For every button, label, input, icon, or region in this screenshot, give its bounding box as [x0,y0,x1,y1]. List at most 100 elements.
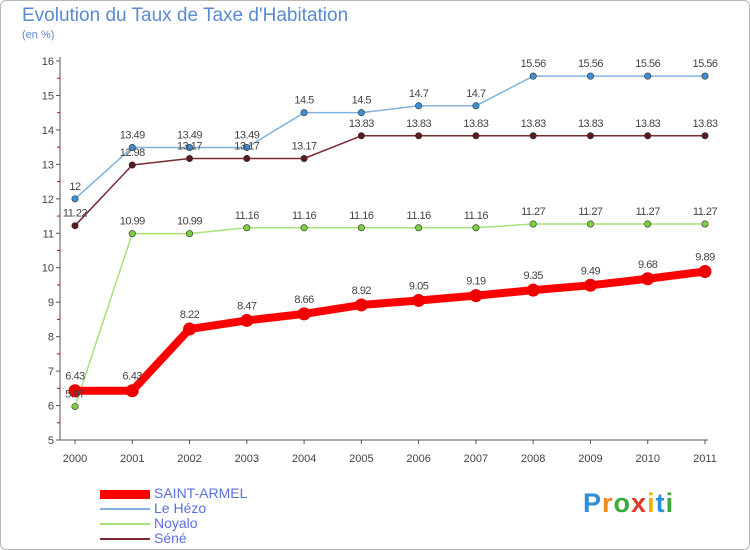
series-point-3 [701,132,709,140]
y-tick-label: 11 [43,228,54,240]
y-tick-label: 14 [42,125,54,137]
series-point-2 [472,224,480,232]
series-point-3 [586,132,594,140]
y-tick-label: 12 [42,194,54,206]
legend-swatch [100,508,150,510]
data-label-0: 8.92 [352,285,372,297]
y-tick-label: 13 [42,159,54,171]
data-label-3: 13.17 [234,141,259,153]
data-label-0: 9.19 [466,276,486,288]
data-label-3: 12.98 [120,147,145,159]
legend-swatch [100,538,150,540]
data-label-1: 13.49 [177,129,202,141]
series-point-3 [71,222,79,230]
series-point-1 [644,72,652,80]
series-point-3 [243,155,251,163]
series-point-0 [412,293,426,307]
series-line-1 [74,75,706,200]
series-point-2 [415,224,423,232]
series-point-1 [300,109,308,117]
y-tick-label: 9 [48,297,54,309]
data-label-3: 13.83 [635,118,660,130]
data-label-1: 13.49 [120,129,145,141]
x-tick-label: 2005 [349,453,373,465]
x-tick-label: 2011 [693,453,717,465]
y-tick-label: 8 [48,332,54,344]
y-tick-label: 10 [42,263,54,275]
series-point-2 [701,220,709,228]
data-label-2: 11.16 [292,210,317,222]
series-point-2 [128,230,136,238]
data-label-0: 9.35 [523,270,543,282]
x-tick-label: 2002 [177,453,201,465]
data-label-2: 10.99 [177,216,202,228]
data-label-2: 11.27 [578,206,603,218]
series-point-0 [354,298,368,312]
x-tick-label: 2006 [406,453,430,465]
data-label-3: 13.83 [406,118,431,130]
data-label-2: 10.99 [120,216,145,228]
series-point-1 [128,143,136,151]
series-point-0 [240,313,254,327]
series-point-2 [71,403,79,411]
legend-label: Noyalo [154,515,198,531]
series-point-2 [644,220,652,228]
x-tick-label: 2010 [635,453,659,465]
series-point-1 [243,143,251,151]
data-label-3: 13.83 [692,118,717,130]
data-label-1: 13.49 [234,129,259,141]
series-point-1 [186,143,194,151]
series-point-1 [415,102,423,110]
data-label-0: 9.05 [409,280,429,292]
data-label-3: 13.83 [521,118,546,130]
series-point-0 [526,283,540,297]
data-label-3: 13.17 [292,141,317,153]
data-label-2: 11.27 [693,206,718,218]
data-label-0: 8.47 [237,300,257,312]
x-tick-label: 2004 [292,453,316,465]
series-point-3 [300,155,308,163]
series-point-0 [183,322,197,336]
x-tick-label: 2009 [578,453,602,465]
data-label-2: 11.27 [636,206,661,218]
series-point-0 [297,307,311,321]
series-point-1 [586,72,594,80]
series-line-3 [74,135,706,227]
series-point-3 [472,132,480,140]
data-label-0: 6.43 [123,371,143,383]
series-point-3 [128,161,136,169]
data-label-3: 11.22 [63,208,88,220]
series-point-2 [300,224,308,232]
series-point-0 [583,278,597,292]
series-point-1 [357,109,365,117]
series-point-0 [698,265,712,279]
data-label-1: 15.56 [635,58,660,70]
series-point-1 [701,72,709,80]
data-label-2: 11.16 [349,210,374,222]
x-tick-label: 2008 [521,453,545,465]
data-label-1: 14.5 [294,95,314,107]
legend-label: Le Hézo [154,500,207,516]
legend-swatch [100,523,150,525]
series-point-0 [125,384,139,398]
series-point-2 [529,220,537,228]
data-label-2: 11.16 [407,210,432,222]
data-label-0: 6.43 [65,371,85,383]
series-point-3 [529,132,537,140]
x-tick-label: 2000 [63,453,87,465]
data-label-2: 11.27 [521,206,546,218]
y-tick-label: 15 [42,90,54,102]
data-label-1: 15.56 [521,58,546,70]
data-label-0: 9.89 [695,252,715,264]
data-label-2: 5.97 [65,389,85,401]
y-tick-label: 7 [48,366,54,378]
data-label-0: 8.22 [180,309,200,321]
data-label-1: 14.7 [409,88,429,100]
data-label-0: 9.68 [638,259,658,271]
data-label-2: 11.16 [235,210,260,222]
series-point-2 [586,220,594,228]
data-label-1: 12 [69,181,81,193]
series-point-3 [357,132,365,140]
series-point-3 [644,132,652,140]
data-label-3: 13.83 [349,118,374,130]
